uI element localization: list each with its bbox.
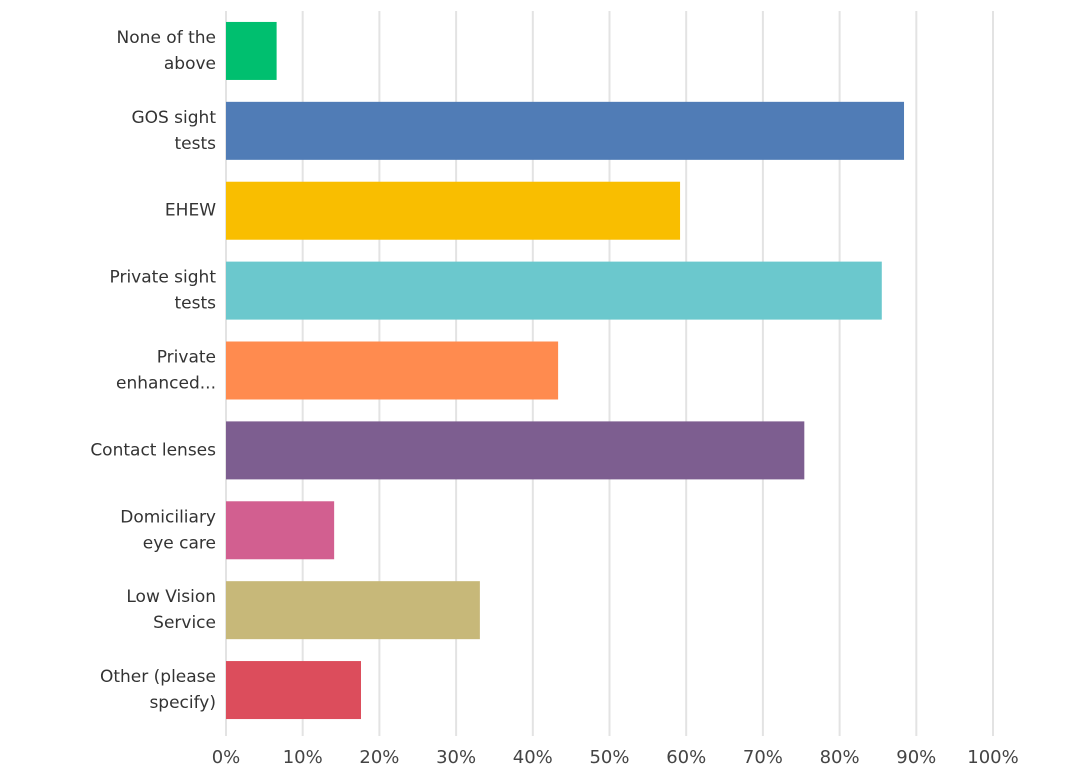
- x-tick-label: 80%: [820, 747, 860, 768]
- y-tick-label: Contact lenses: [90, 440, 216, 460]
- x-tick-label: 90%: [896, 747, 936, 768]
- y-tick-label: Other (please specify): [100, 667, 216, 713]
- bar: [226, 181, 681, 240]
- y-tick-label: Private sight tests: [110, 268, 217, 314]
- y-tick-label-line: Private sight: [110, 268, 217, 288]
- y-tick-label: EHEW: [165, 201, 216, 221]
- y-tick-label-line: Service: [153, 613, 216, 633]
- x-tick-label: 20%: [359, 747, 399, 768]
- bar: [226, 661, 361, 720]
- y-tick-label-line: EHEW: [165, 201, 216, 221]
- y-tick-label-line: Other (please: [100, 667, 216, 687]
- y-tick-label: None of the above: [117, 28, 216, 74]
- y-tick-label-line: eye care: [143, 533, 216, 553]
- bar: [226, 501, 335, 560]
- bar: [226, 341, 559, 400]
- x-tick-label: 50%: [589, 747, 629, 768]
- y-tick-label-line: Low Vision: [126, 587, 216, 607]
- y-tick-label-line: tests: [174, 294, 216, 314]
- y-tick-label: Domiciliary eye care: [120, 507, 216, 553]
- y-tick-label-line: Private: [157, 348, 216, 368]
- y-tick-label-line: enhanced...: [116, 374, 216, 394]
- y-tick-label-line: specify): [149, 693, 216, 713]
- x-tick-label: 40%: [513, 747, 553, 768]
- x-tick-label: 70%: [743, 747, 783, 768]
- x-tick-label: 100%: [967, 747, 1018, 768]
- y-tick-label-line: tests: [174, 134, 216, 154]
- y-tick-label: Private enhanced...: [116, 348, 216, 394]
- bar: [226, 21, 277, 80]
- y-tick-label-line: Domiciliary: [120, 507, 216, 527]
- x-tick-label: 60%: [666, 747, 706, 768]
- bar: [226, 261, 882, 320]
- y-tick-label-line: Contact lenses: [90, 440, 216, 460]
- y-tick-label-line: above: [164, 54, 216, 74]
- bar: [226, 581, 480, 640]
- bar: [226, 101, 905, 160]
- x-tick-label: 10%: [283, 747, 323, 768]
- x-tick-label: 0%: [212, 747, 241, 768]
- y-tick-label: GOS sight tests: [131, 108, 216, 154]
- y-tick-label-line: GOS sight: [131, 108, 216, 128]
- y-tick-label: Low Vision Service: [126, 587, 216, 633]
- bar: [226, 421, 805, 480]
- x-tick-label: 30%: [436, 747, 476, 768]
- y-tick-label-line: None of the: [117, 28, 216, 48]
